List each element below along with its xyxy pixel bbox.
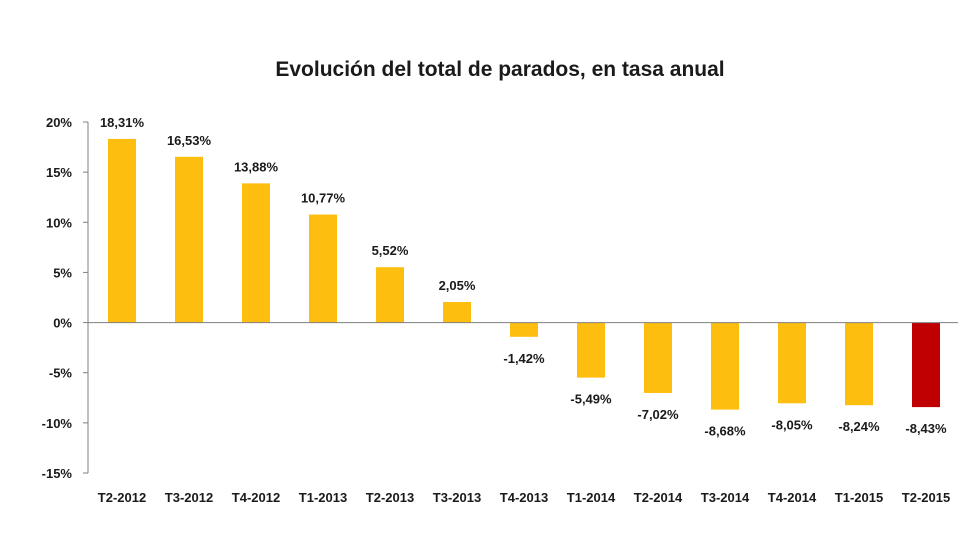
y-tick-label: 15% (46, 165, 72, 180)
bar (845, 322, 873, 406)
data-label: 10,77% (301, 191, 346, 206)
x-tick-label: T4-2012 (232, 490, 280, 505)
data-label: -8,68% (704, 424, 746, 439)
x-tick-label: T2-2013 (366, 490, 414, 505)
bar (711, 322, 739, 410)
data-label: -8,24% (838, 419, 880, 434)
bar (175, 156, 203, 323)
y-tick-label: 5% (53, 265, 72, 280)
y-tick-label: 0% (53, 316, 72, 331)
x-tick-label: T3-2012 (165, 490, 213, 505)
x-axis-labels: T2-2012 T3-2012 T4-2012 T1-2013 T2-2013 T3-20… (98, 490, 950, 505)
x-tick-label: T3-2014 (701, 490, 750, 505)
data-label: 13,88% (234, 159, 279, 174)
bar (108, 138, 136, 323)
x-tick-label: T2-2012 (98, 490, 146, 505)
data-label: -8,43% (905, 421, 947, 436)
data-label: -1,42% (503, 351, 545, 366)
bar (644, 322, 672, 393)
data-label: -5,49% (570, 392, 612, 407)
data-label: 2,05% (439, 278, 476, 293)
data-label: 18,31% (100, 115, 145, 130)
bar (912, 322, 940, 408)
data-label: -7,02% (637, 407, 679, 422)
bar (443, 302, 471, 323)
bar (577, 322, 605, 378)
x-tick-label: T3-2013 (433, 490, 481, 505)
x-tick-label: T1-2013 (299, 490, 347, 505)
x-tick-label: T1-2015 (835, 490, 883, 505)
chart-title: Evolución del total de parados, en tasa … (275, 58, 724, 81)
data-label: -8,05% (771, 417, 813, 432)
data-label: 5,52% (372, 243, 409, 258)
x-tick-label: T2-2015 (902, 490, 950, 505)
y-tick-label: 10% (46, 215, 72, 230)
y-tick-label: 20% (46, 115, 72, 130)
data-label: 16,53% (167, 133, 212, 148)
x-tick-label: T2-2014 (634, 490, 683, 505)
x-tick-label: T1-2014 (567, 490, 616, 505)
y-tick-label: -5% (49, 366, 73, 381)
y-tick-label: -15% (42, 466, 73, 481)
y-axis-ticks: 20% 15% 10% 5% 0% -5% -10% -15% (42, 115, 88, 481)
bar (778, 322, 806, 404)
bars (108, 138, 940, 410)
y-tick-label: -10% (42, 416, 73, 431)
bar (510, 322, 538, 337)
data-labels: 18,31% 16,53% 13,88% 10,77% 5,52% 2,05% -1,42%… (100, 115, 947, 439)
bar (376, 267, 404, 323)
bar (242, 183, 270, 323)
x-tick-label: T4-2013 (500, 490, 548, 505)
x-tick-label: T4-2014 (768, 490, 817, 505)
bar (309, 214, 337, 323)
